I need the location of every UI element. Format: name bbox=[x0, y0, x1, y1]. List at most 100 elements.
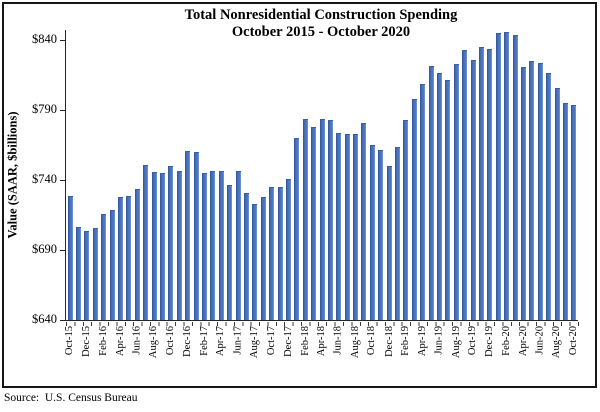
bar-Mar-20 bbox=[512, 34, 518, 320]
bar-Sep-18 bbox=[361, 123, 367, 320]
x-tick-label: Jun-20 bbox=[534, 326, 546, 355]
bar-Feb-20 bbox=[504, 32, 510, 320]
x-tick-label: Dec-17 bbox=[282, 326, 294, 357]
bar-Sep-19 bbox=[462, 50, 468, 320]
y-tick-mark bbox=[60, 249, 65, 251]
bar-Jun-16 bbox=[134, 188, 140, 320]
bar-Nov-17 bbox=[277, 187, 283, 320]
y-tick-label: $840 bbox=[32, 32, 57, 46]
x-tick-label: Jun-16 bbox=[131, 326, 143, 355]
x-tick-label: Apr-19 bbox=[417, 326, 429, 357]
bar-Feb-17 bbox=[201, 173, 207, 320]
x-tick-label: Dec-15 bbox=[81, 326, 93, 357]
x-tick-label: Oct-18 bbox=[366, 326, 378, 356]
bar-May-17 bbox=[227, 184, 233, 320]
bar-Oct-17 bbox=[269, 187, 275, 320]
bar-Feb-18 bbox=[302, 118, 308, 320]
bar-Mar-17 bbox=[210, 170, 216, 320]
bar-Jul-19 bbox=[445, 79, 451, 320]
y-tick-mark bbox=[60, 39, 65, 41]
bar-Jun-17 bbox=[235, 170, 241, 320]
bar-Dec-18 bbox=[386, 166, 392, 320]
bar-Aug-18 bbox=[353, 134, 359, 320]
x-tick-label: Oct-19 bbox=[467, 326, 479, 356]
bar-Oct-18 bbox=[369, 145, 375, 320]
bar-Aug-19 bbox=[453, 64, 459, 320]
x-tick-label: Aug-17 bbox=[249, 326, 261, 359]
bar-Nov-16 bbox=[176, 170, 182, 320]
x-tick-label: Aug-18 bbox=[349, 326, 361, 359]
bar-Sep-20 bbox=[562, 103, 568, 320]
bar-Jun-20 bbox=[537, 62, 543, 320]
bar-Nov-19 bbox=[478, 47, 484, 320]
bar-Aug-20 bbox=[554, 88, 560, 320]
bar-Mar-16 bbox=[109, 209, 115, 320]
bar-Oct-19 bbox=[470, 60, 476, 320]
bar-Apr-19 bbox=[420, 83, 426, 320]
y-tick-mark bbox=[60, 319, 65, 321]
x-tick-label: Dec-18 bbox=[383, 326, 395, 357]
bar-Jan-17 bbox=[193, 152, 199, 320]
y-axis-title: Value (SAAR, $billions) bbox=[5, 111, 20, 239]
x-tick-label: Apr-17 bbox=[215, 326, 227, 357]
plot-area bbox=[65, 30, 579, 326]
bar-May-16 bbox=[126, 195, 132, 320]
x-tick-label: Oct-15 bbox=[64, 326, 76, 356]
bar-Aug-16 bbox=[151, 172, 157, 320]
bar-Apr-20 bbox=[520, 67, 526, 320]
x-tick-label: Aug-16 bbox=[148, 326, 160, 359]
x-tick-label: Aug-19 bbox=[450, 326, 462, 359]
bar-Dec-15 bbox=[84, 230, 90, 320]
bar-Mar-18 bbox=[311, 127, 317, 320]
bar-Dec-16 bbox=[185, 151, 191, 320]
bar-Sep-16 bbox=[160, 173, 166, 320]
x-tick-label: Oct-17 bbox=[265, 326, 277, 356]
bar-Jul-16 bbox=[143, 165, 149, 320]
x-tick-label: Apr-18 bbox=[316, 326, 328, 357]
y-tick-label: $740 bbox=[32, 172, 57, 186]
x-tick-label: Jun-19 bbox=[433, 326, 445, 355]
x-tick-label: Feb-20 bbox=[500, 326, 512, 356]
y-tick-mark bbox=[60, 109, 65, 111]
bar-May-20 bbox=[529, 61, 535, 320]
bar-Sep-17 bbox=[260, 197, 266, 320]
bar-Apr-17 bbox=[218, 170, 224, 320]
bar-Jan-19 bbox=[395, 146, 401, 320]
x-tick-label: Oct-20 bbox=[568, 326, 580, 356]
bar-Dec-17 bbox=[285, 179, 291, 320]
x-tick-label: Feb-17 bbox=[198, 326, 210, 356]
y-tick-label: $790 bbox=[32, 102, 57, 116]
x-tick-label: Jun-17 bbox=[232, 326, 244, 355]
bar-Dec-19 bbox=[487, 48, 493, 320]
x-tick-label: Apr-20 bbox=[517, 326, 529, 357]
source-note: Source: U.S. Census Bureau bbox=[4, 392, 138, 404]
bar-Oct-16 bbox=[168, 166, 174, 320]
bar-Feb-16 bbox=[101, 214, 107, 320]
bar-Oct-15 bbox=[67, 195, 73, 320]
x-tick-label: Feb-19 bbox=[400, 326, 412, 356]
bar-Oct-20 bbox=[571, 104, 577, 320]
x-tick-label: Oct-16 bbox=[165, 326, 177, 356]
bar-Mar-19 bbox=[411, 99, 417, 320]
x-tick-label: Dec-19 bbox=[484, 326, 496, 357]
bar-May-19 bbox=[428, 65, 434, 320]
bar-Jun-18 bbox=[336, 132, 342, 320]
x-axis-tick-marks bbox=[66, 321, 579, 326]
x-tick-label: Apr-16 bbox=[114, 326, 126, 357]
x-tick-label: Aug-20 bbox=[551, 326, 563, 359]
bar-Jul-20 bbox=[546, 72, 552, 320]
bar-Jun-19 bbox=[437, 72, 442, 320]
bar-Apr-16 bbox=[118, 197, 124, 320]
x-tick-label: Feb-18 bbox=[299, 326, 311, 356]
bar-Jan-20 bbox=[495, 33, 501, 320]
y-tick-label: $640 bbox=[32, 312, 57, 326]
bar-Nov-15 bbox=[76, 226, 82, 320]
y-tick-label: $690 bbox=[32, 242, 57, 256]
bar-Jul-18 bbox=[344, 134, 350, 320]
bar-Apr-18 bbox=[319, 118, 325, 320]
x-tick-label: Dec-16 bbox=[182, 326, 193, 357]
chart-title: Total Nonresidential Construction Spendi… bbox=[65, 7, 577, 41]
bar-Aug-17 bbox=[252, 204, 258, 320]
bar-Jan-16 bbox=[92, 228, 98, 320]
